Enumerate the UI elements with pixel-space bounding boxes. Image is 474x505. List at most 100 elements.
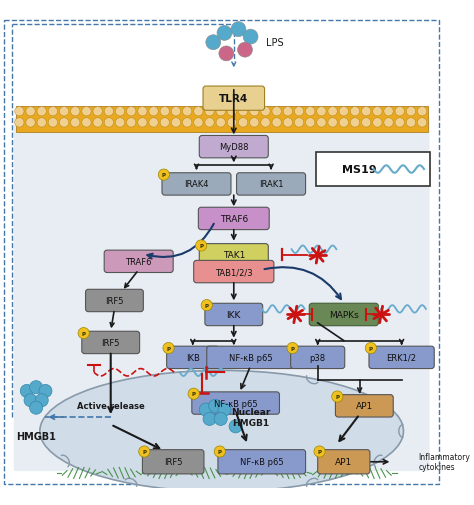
Circle shape xyxy=(283,108,292,117)
Text: Inflammatory
cytokines: Inflammatory cytokines xyxy=(419,452,470,472)
Circle shape xyxy=(373,119,382,128)
Text: P: P xyxy=(218,449,222,454)
Circle shape xyxy=(199,403,212,416)
Circle shape xyxy=(229,420,242,433)
Circle shape xyxy=(332,391,343,402)
Text: TAB1/2/3: TAB1/2/3 xyxy=(215,268,253,277)
Circle shape xyxy=(158,170,169,181)
Circle shape xyxy=(406,119,416,128)
FancyBboxPatch shape xyxy=(82,332,140,354)
Circle shape xyxy=(406,108,416,117)
Text: MS19: MS19 xyxy=(342,165,376,175)
Circle shape xyxy=(37,119,46,128)
FancyBboxPatch shape xyxy=(318,450,370,474)
Text: P: P xyxy=(142,449,146,454)
Circle shape xyxy=(182,119,192,128)
Text: IRAK4: IRAK4 xyxy=(184,180,209,189)
Circle shape xyxy=(127,108,136,117)
Circle shape xyxy=(15,119,24,128)
Text: Active release: Active release xyxy=(77,401,145,411)
Circle shape xyxy=(219,47,234,62)
Circle shape xyxy=(206,36,221,50)
Circle shape xyxy=(272,119,282,128)
Circle shape xyxy=(317,119,326,128)
Circle shape xyxy=(365,343,376,354)
Circle shape xyxy=(227,108,237,117)
Text: IRF5: IRF5 xyxy=(164,458,182,466)
Text: P: P xyxy=(199,243,203,248)
Circle shape xyxy=(314,446,325,457)
Circle shape xyxy=(138,108,147,117)
FancyBboxPatch shape xyxy=(310,304,378,326)
Circle shape xyxy=(93,119,102,128)
Text: NF-κB p65: NF-κB p65 xyxy=(214,399,257,408)
Circle shape xyxy=(71,108,80,117)
Circle shape xyxy=(78,328,89,339)
Text: IRAK1: IRAK1 xyxy=(259,180,283,189)
Text: TRAF6: TRAF6 xyxy=(126,258,152,266)
Circle shape xyxy=(238,108,248,117)
FancyBboxPatch shape xyxy=(14,118,429,471)
Circle shape xyxy=(59,119,69,128)
Circle shape xyxy=(261,108,270,117)
Text: P: P xyxy=(335,394,339,399)
Text: P: P xyxy=(291,346,294,351)
Circle shape xyxy=(306,119,315,128)
Circle shape xyxy=(104,119,113,128)
Circle shape xyxy=(217,26,232,41)
Circle shape xyxy=(362,108,371,117)
FancyBboxPatch shape xyxy=(199,136,268,159)
Text: P: P xyxy=(369,346,373,351)
Text: IKB: IKB xyxy=(186,353,200,362)
Text: AP1: AP1 xyxy=(335,458,353,466)
Circle shape xyxy=(218,403,231,416)
FancyBboxPatch shape xyxy=(142,450,204,474)
Circle shape xyxy=(238,119,248,128)
Text: TRAF6: TRAF6 xyxy=(219,215,248,224)
Circle shape xyxy=(171,119,181,128)
FancyBboxPatch shape xyxy=(199,244,268,267)
Circle shape xyxy=(350,119,360,128)
FancyBboxPatch shape xyxy=(203,87,264,111)
Circle shape xyxy=(29,401,43,415)
Text: IRF5: IRF5 xyxy=(101,338,120,347)
Circle shape xyxy=(127,119,136,128)
FancyBboxPatch shape xyxy=(336,395,393,417)
Text: p38: p38 xyxy=(310,353,326,362)
Circle shape xyxy=(350,108,360,117)
Circle shape xyxy=(29,381,43,394)
Circle shape xyxy=(317,108,326,117)
FancyBboxPatch shape xyxy=(85,290,143,312)
FancyBboxPatch shape xyxy=(167,346,219,369)
Circle shape xyxy=(35,394,48,407)
FancyBboxPatch shape xyxy=(207,346,294,369)
Circle shape xyxy=(115,119,125,128)
Circle shape xyxy=(15,108,24,117)
Circle shape xyxy=(384,119,393,128)
Circle shape xyxy=(182,108,192,117)
Circle shape xyxy=(139,446,150,457)
Circle shape xyxy=(306,108,315,117)
Circle shape xyxy=(59,108,69,117)
Circle shape xyxy=(71,119,80,128)
Circle shape xyxy=(209,399,222,413)
Text: TLR4: TLR4 xyxy=(219,94,248,104)
Circle shape xyxy=(373,108,382,117)
Circle shape xyxy=(205,119,214,128)
Circle shape xyxy=(216,108,226,117)
Text: IRF5: IRF5 xyxy=(105,296,124,306)
FancyBboxPatch shape xyxy=(162,173,231,196)
Circle shape xyxy=(171,108,181,117)
Circle shape xyxy=(201,300,212,311)
Circle shape xyxy=(362,119,371,128)
Circle shape xyxy=(26,119,35,128)
Text: TAK1: TAK1 xyxy=(223,251,245,260)
Text: MyD88: MyD88 xyxy=(219,143,248,152)
Text: P: P xyxy=(191,391,196,396)
Circle shape xyxy=(37,108,46,117)
Circle shape xyxy=(231,23,246,37)
Text: P: P xyxy=(166,346,171,351)
FancyBboxPatch shape xyxy=(205,304,263,326)
Text: P: P xyxy=(162,173,166,178)
Circle shape xyxy=(384,108,393,117)
